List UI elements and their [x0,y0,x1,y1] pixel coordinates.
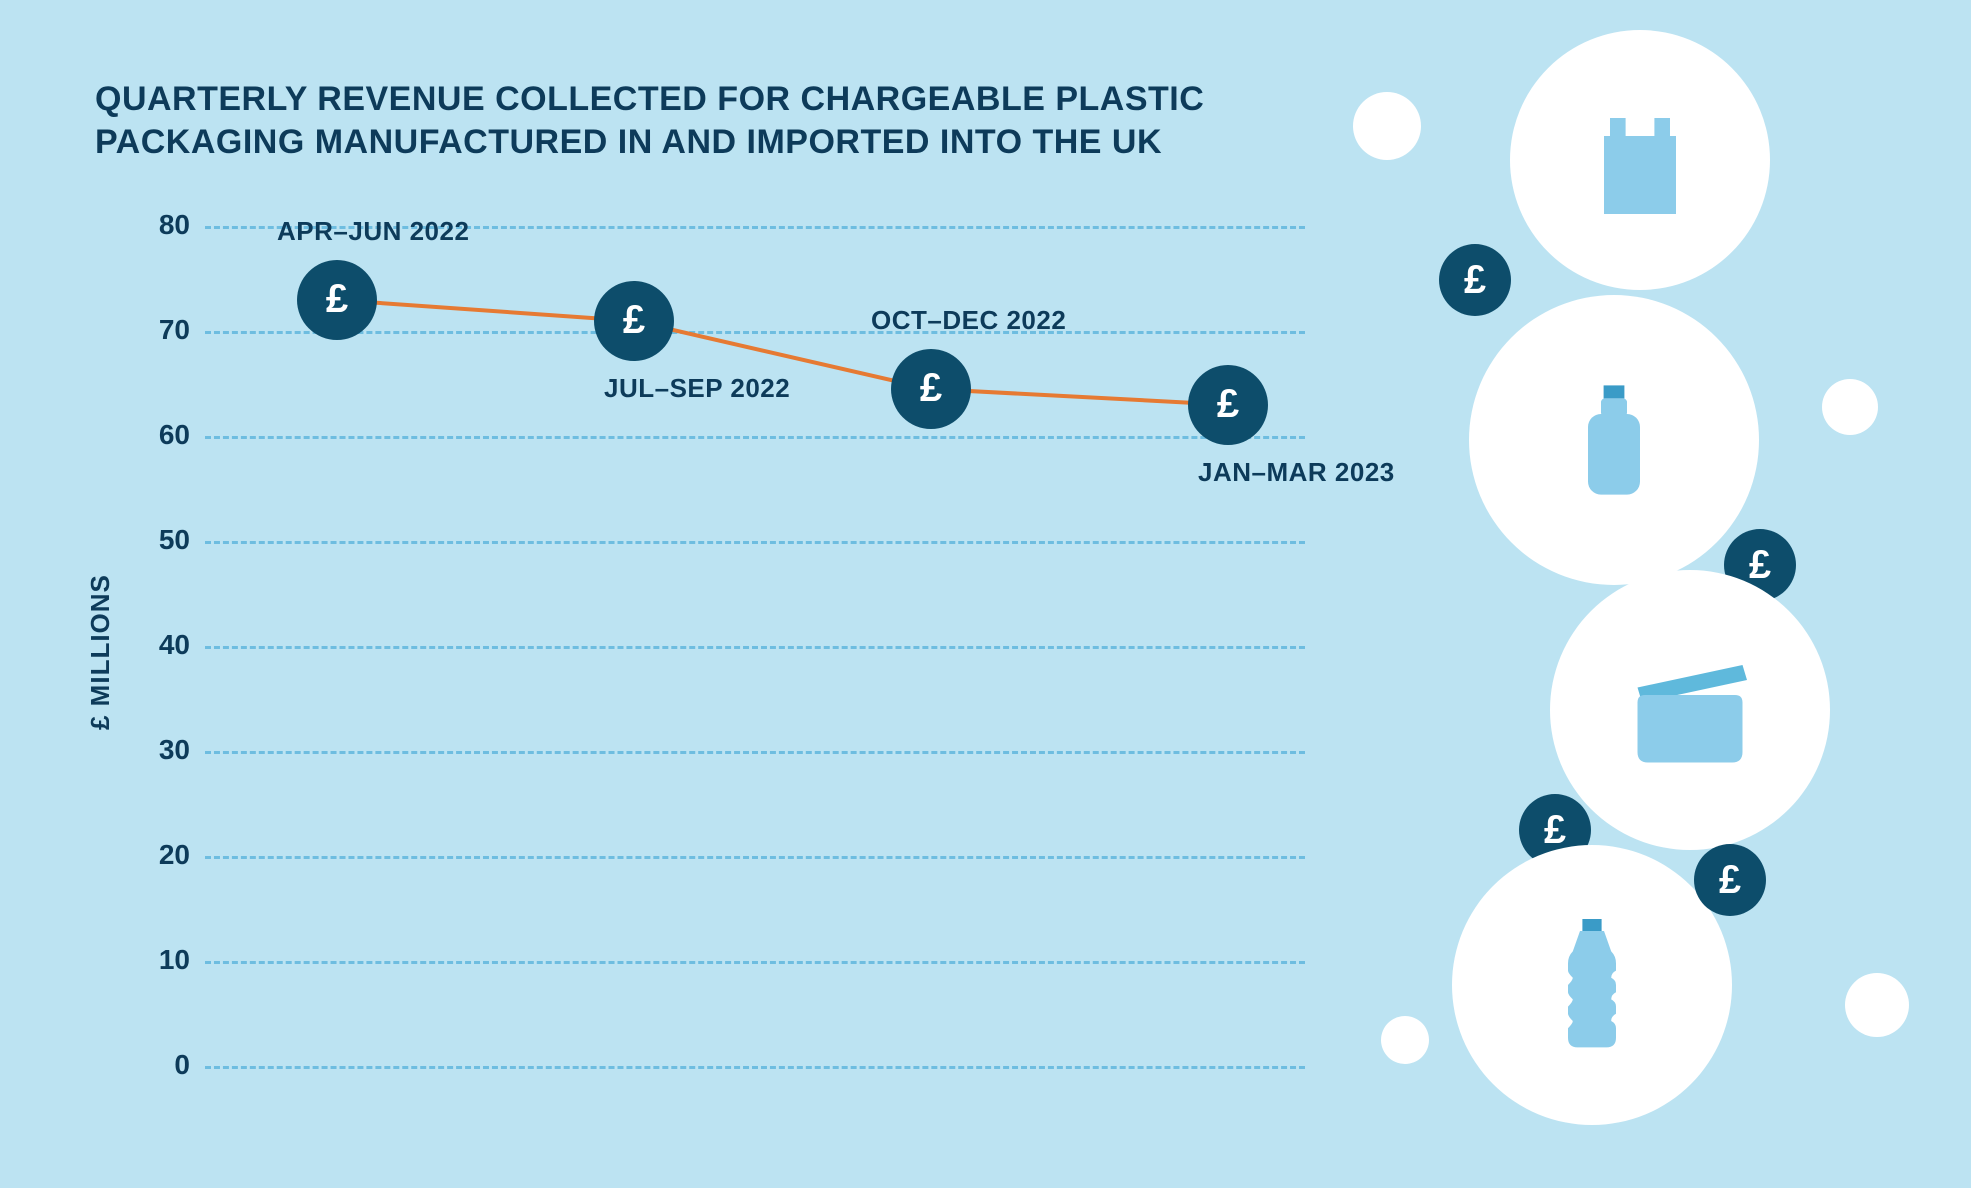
bottle-icon [1469,295,1759,585]
waterbottle-icon [1452,845,1732,1125]
y-axis-title: £ MILLIONS [85,574,116,730]
line-segment [337,298,634,323]
y-tick-label: 10 [135,944,190,976]
data-point-label: OCT–DEC 2022 [871,305,1066,336]
data-point-label: JAN–MAR 2023 [1198,457,1395,488]
gridline [205,541,1305,544]
container-icon [1550,570,1830,850]
decorative-circle [1822,379,1878,435]
gridline [205,751,1305,754]
y-tick-label: 0 [135,1049,190,1081]
data-point-marker: £ [594,281,674,361]
decorative-circle [1381,1016,1429,1064]
y-tick-label: 40 [135,629,190,661]
data-point-marker: £ [297,260,377,340]
data-point-label: JUL–SEP 2022 [604,373,790,404]
gridline [205,331,1305,334]
decorative-circle [1845,973,1909,1037]
pound-badge-icon: £ [1439,244,1511,316]
y-tick-label: 60 [135,419,190,451]
y-tick-label: 20 [135,839,190,871]
gridline [205,436,1305,439]
chart-title: QUARTERLY REVENUE COLLECTED FOR CHARGEAB… [95,78,1204,163]
gridline [205,646,1305,649]
decorative-circle [1353,92,1421,160]
gridline [205,856,1305,859]
y-tick-label: 30 [135,734,190,766]
line-segment [931,387,1228,407]
y-tick-label: 50 [135,524,190,556]
gridline [205,961,1305,964]
data-point-label: APR–JUN 2022 [277,216,469,247]
y-tick-label: 80 [135,209,190,241]
line-chart: 01020304050607080£ MILLIONS£APR–JUN 2022… [205,226,1305,1066]
title-line-1: QUARTERLY REVENUE COLLECTED FOR CHARGEAB… [95,80,1204,118]
pound-badge-icon: £ [1694,844,1766,916]
data-point-marker: £ [891,349,971,429]
gridline [205,1066,1305,1069]
data-point-marker: £ [1188,365,1268,445]
bag-icon [1510,30,1770,290]
y-tick-label: 70 [135,314,190,346]
title-line-2: PACKAGING MANUFACTURED IN AND IMPORTED I… [95,123,1162,161]
